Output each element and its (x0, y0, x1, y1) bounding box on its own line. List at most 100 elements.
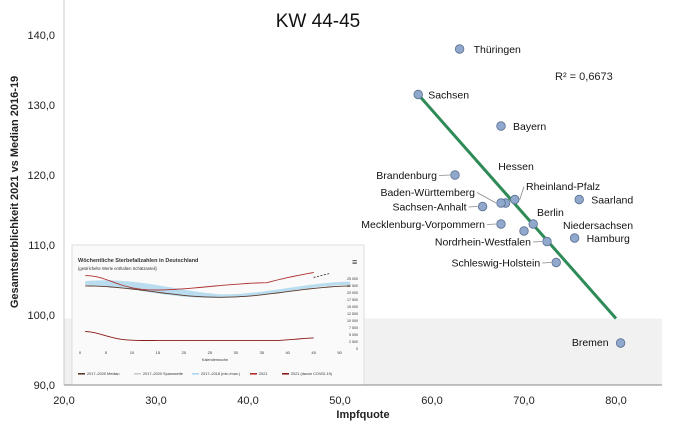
inset-legend-item: 2017–2020 Spannweite (143, 372, 183, 376)
data-point-label: Schleswig-Holstein (451, 258, 540, 270)
data-point-marker (496, 219, 506, 229)
data-point-label: Baden-Württemberg (380, 187, 475, 199)
inset-y-tick: 12 500 (347, 312, 358, 316)
inset-legend-swatch (192, 373, 199, 375)
data-points: Thüringen Sachsen Bayern Brandenburg Hessen B… (361, 44, 633, 349)
data-point: Bremen (572, 337, 626, 349)
y-tick-label: 130,0 (27, 100, 55, 112)
data-point-marker (528, 219, 538, 229)
inset-x-tick: 45 (311, 350, 316, 355)
r-squared-annotation: R² = 0,6673 (555, 71, 613, 83)
inset-2021-line (85, 272, 314, 291)
data-point-marker (615, 338, 626, 348)
label-leader-line (532, 241, 543, 243)
x-tick-label: 20,0 (53, 395, 74, 407)
data-point-marker (413, 89, 423, 100)
chart-title: KW 44-45 (276, 11, 360, 32)
inset-y-tick: 17 500 (347, 298, 358, 302)
inset-subtitle: (gestrichelte Werte enthalten Schätzante… (78, 266, 157, 271)
inset-x-tick: 5 (105, 350, 108, 355)
inset-y-tick: 20 000 (347, 291, 358, 295)
data-point-marker (542, 236, 552, 247)
data-point: Niedersachsen (519, 220, 633, 236)
y-tick-label: 140,0 (27, 30, 55, 42)
inset-legend-swatch (134, 373, 141, 375)
data-point: Sachsen-Anhalt (392, 201, 488, 214)
inset-y-tick: 10 000 (347, 319, 358, 323)
label-leader-line (438, 174, 451, 176)
inset-median-line (85, 285, 351, 298)
inset-legend-swatch (250, 373, 257, 375)
inset-y-tick: 25 000 (347, 277, 358, 281)
inset-y-tick: 5 000 (349, 333, 358, 337)
inset-x-tick: 30 (234, 350, 239, 355)
data-point-label: Rheinland-Pfalz (526, 181, 600, 193)
data-point-marker (519, 226, 529, 236)
data-point: Saarland (574, 195, 633, 207)
inset-frame (71, 244, 365, 386)
inset-y-tick: 15 000 (347, 305, 358, 309)
inset-range-band (85, 280, 350, 298)
data-point-marker (477, 201, 488, 212)
data-point: Mecklenburg-Vorpommern (361, 219, 506, 231)
data-point-label: Berlin (537, 207, 564, 219)
inset-legend-item: 2021 (davon COVID-19) (291, 372, 333, 376)
x-axis-title: Impfquote (336, 409, 389, 421)
data-point: Baden-Württemberg (380, 187, 506, 208)
x-tick-label: 70,0 (513, 395, 534, 407)
x-tick-label: 40,0 (237, 395, 258, 407)
inset-x-tick: 0 (79, 350, 82, 355)
data-point: Bayern (496, 121, 546, 133)
data-point: Sachsen (413, 89, 469, 102)
inset-covid-line (85, 331, 314, 342)
inset-x-tick: 15 (156, 350, 161, 355)
data-point-marker (569, 233, 580, 243)
data-point-label: Hessen (498, 161, 534, 173)
data-point: Berlin (528, 207, 564, 229)
data-point-label: Sachsen (428, 90, 469, 102)
y-axis-title: Gesamtsterblichkeit 2021 vs Median 2016-… (9, 76, 21, 308)
inset-x-tick: 20 (182, 350, 187, 355)
inset-legend-item: 2021 (259, 372, 267, 376)
inset-legend-swatch (282, 373, 289, 375)
data-point-label: Saarland (591, 195, 633, 207)
trendline (417, 93, 618, 320)
inset-estimate-line (313, 273, 330, 278)
data-point: Schleswig-Holstein (451, 258, 561, 270)
label-leader-line (519, 186, 525, 200)
data-point-marker (510, 194, 520, 205)
y-axis-ticks: 90,0 100,0 110,0 120,0 130,0 140,0 (27, 30, 55, 392)
y-tick-label: 100,0 (27, 310, 55, 322)
data-point-label: Brandenburg (376, 170, 437, 182)
data-point: Hamburg (569, 233, 630, 245)
data-point-label: Nordrhein-Westfalen (435, 237, 531, 249)
x-tick-label: 80,0 (605, 395, 626, 407)
data-point-label: Bremen (572, 337, 609, 349)
inset-legend-item: 2017–2018 (min./max.) (201, 372, 241, 376)
data-point-label: Niedersachsen (563, 220, 633, 232)
data-point-marker (496, 121, 506, 131)
inset-x-tick: 50 (337, 350, 342, 355)
inset-y-tick: 7 500 (349, 326, 358, 330)
inset-x-tick: 40 (285, 350, 290, 355)
label-leader-line (486, 223, 497, 225)
data-point-label: Thüringen (474, 44, 521, 56)
data-point-marker (496, 198, 506, 208)
data-point: Brandenburg (376, 170, 460, 182)
x-tick-label: 60,0 (421, 395, 442, 407)
x-tick-label: 50,0 (329, 395, 350, 407)
data-point-label: Sachsen-Anhalt (392, 202, 466, 214)
inset-x-label: Kalenderwoche (202, 358, 228, 362)
inset-legend-swatch (78, 373, 85, 375)
y-tick-label: 120,0 (27, 170, 55, 182)
inset-title: Wöchentliche Sterbefallzahlen in Deutsch… (78, 258, 198, 264)
x-axis-ticks: 20,0 30,0 40,0 50,0 60,0 70,0 80,0 (53, 395, 626, 407)
inset-legend-item: 2017–2020 Median (87, 372, 120, 376)
x-tick-label: 30,0 (145, 395, 166, 407)
y-tick-label: 110,0 (28, 240, 55, 252)
inset-x-tick: 25 (208, 350, 213, 355)
trendline-group (417, 93, 618, 320)
data-point-label: Bayern (513, 121, 546, 133)
